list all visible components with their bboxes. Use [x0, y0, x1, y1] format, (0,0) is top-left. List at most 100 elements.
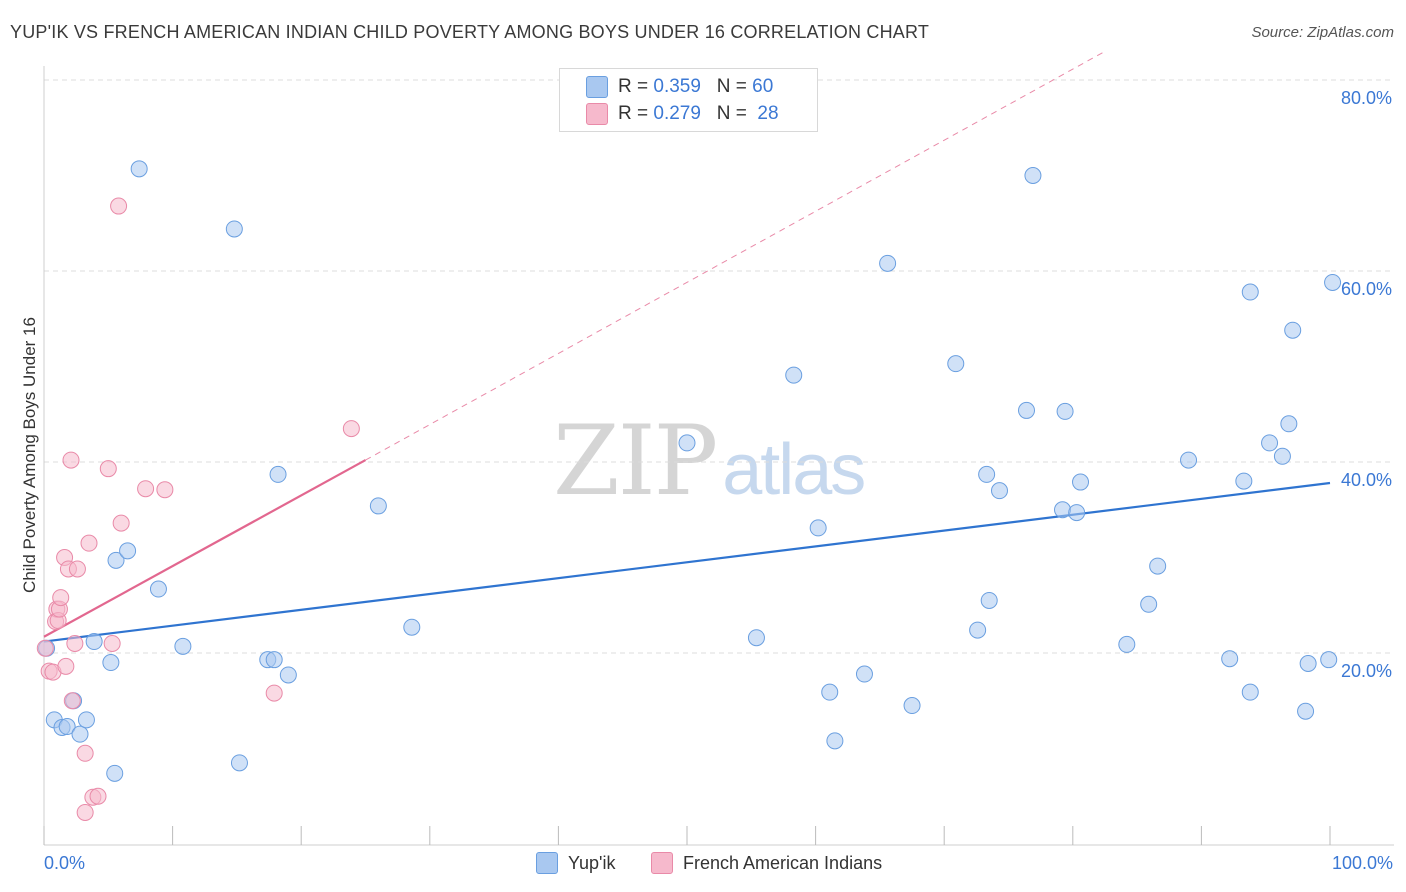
y-tick-label: 60.0% [1341, 279, 1392, 299]
point-yupik [77, 711, 95, 729]
x-tick-label: 0.0% [44, 853, 85, 873]
point-yupik [149, 580, 167, 598]
point-yupik [1118, 635, 1136, 653]
point-yupik [1024, 167, 1042, 184]
point-yupik [1324, 273, 1342, 291]
point-yupik [678, 434, 696, 452]
point-french-american-indians [57, 657, 75, 675]
point-yupik [747, 629, 765, 647]
point-yupik [1320, 651, 1338, 669]
point-french-american-indians [63, 692, 81, 710]
legend-swatch-french-american-indians [586, 103, 608, 125]
point-french-american-indians [103, 634, 121, 652]
point-yupik [1140, 595, 1158, 613]
point-yupik [106, 764, 124, 782]
point-french-american-indians [68, 560, 86, 578]
legend-n-label: N = [716, 103, 753, 124]
point-yupik [1273, 447, 1291, 465]
point-yupik [102, 654, 120, 672]
legend-swatch-yupik [586, 76, 608, 98]
y-tick-label: 20.0% [1341, 661, 1392, 681]
point-yupik [1280, 415, 1298, 433]
point-yupik [1068, 504, 1086, 522]
point-yupik [369, 497, 387, 515]
point-yupik [809, 519, 827, 537]
point-yupik [1299, 655, 1317, 673]
point-yupik [826, 732, 844, 750]
point-french-american-indians [137, 480, 155, 498]
source-attribution: Source: ZipAtlas.com [1251, 24, 1394, 41]
point-yupik [1056, 402, 1074, 420]
trend-line-french-american-indians-extension [365, 50, 1106, 461]
legend-n-label: N = [716, 76, 753, 97]
point-french-american-indians [62, 451, 80, 469]
point-yupik [71, 725, 89, 743]
point-french-american-indians [36, 639, 54, 657]
point-yupik [785, 366, 803, 384]
legend-item-yupik: Yup'ik [536, 852, 615, 874]
point-yupik [1072, 473, 1090, 491]
point-french-american-indians [265, 684, 283, 702]
watermark-zip: ZIP [553, 405, 718, 517]
legend-n-value: 28 [757, 103, 779, 124]
legend-label-french-american-indians: French American Indians [683, 852, 883, 873]
y-tick-label: 80.0% [1341, 88, 1392, 108]
y-tick-label: 40.0% [1341, 470, 1392, 490]
point-yupik [107, 551, 125, 569]
series-legend: Yup'ik French American Indians [0, 852, 1406, 878]
correlation-legend: R = 0.359 N = 60 R = 0.279 N = 28 [559, 68, 818, 132]
point-yupik [58, 718, 76, 736]
point-yupik [174, 637, 192, 655]
trend-lines [43, 50, 1331, 643]
point-yupik [1261, 434, 1279, 452]
watermark-atlas: atlas [722, 430, 866, 510]
watermark: ZIPatlas [553, 405, 866, 517]
axes [43, 66, 1394, 846]
point-yupik [269, 465, 287, 483]
point-french-american-indians [76, 803, 94, 821]
point-yupik [85, 633, 103, 651]
point-yupik [947, 355, 965, 373]
point-yupik [978, 465, 996, 483]
point-yupik [1149, 557, 1167, 575]
gridlines [44, 79, 1394, 654]
legend-r-label: R = [618, 76, 654, 97]
point-yupik [903, 697, 921, 715]
point-yupik [230, 754, 248, 772]
point-yupik [821, 683, 839, 701]
point-french-american-indians [52, 589, 70, 607]
legend-stats-french-american-indians: R = 0.279 N = 28 [618, 103, 779, 125]
point-yupik [225, 220, 243, 238]
legend-label-yupik: Yup'ik [568, 852, 616, 873]
legend-n-value: 60 [752, 76, 774, 97]
point-yupik [1241, 683, 1259, 701]
legend-r-value: 0.279 [653, 103, 701, 124]
legend-r-value: 0.359 [653, 76, 701, 97]
point-yupik [1284, 321, 1302, 339]
legend-item-french-american-indians: French American Indians [651, 852, 882, 874]
tick-labels: 20.0% 40.0% 60.0% 80.0% 0.0% 100.0% [44, 88, 1393, 873]
point-french-american-indians [66, 634, 84, 652]
legend-swatch-yupik [536, 852, 558, 874]
point-yupik [1018, 401, 1036, 419]
point-yupik [130, 160, 148, 178]
point-yupik [1235, 472, 1253, 490]
point-yupik [119, 542, 137, 560]
point-french-american-indians [89, 787, 107, 805]
data-points [36, 160, 1342, 821]
point-yupik [1180, 451, 1198, 469]
trend-line-yupik [43, 481, 1331, 643]
point-french-american-indians [110, 197, 128, 215]
chart-title: YUP'IK VS FRENCH AMERICAN INDIAN CHILD P… [10, 22, 930, 42]
point-yupik [855, 665, 873, 683]
legend-r-label: R = [618, 103, 654, 124]
point-french-american-indians [80, 534, 98, 552]
point-yupik [1221, 650, 1239, 668]
point-yupik [279, 666, 297, 684]
point-yupik [1054, 501, 1072, 519]
point-french-american-indians [156, 481, 174, 499]
point-french-american-indians [342, 420, 360, 438]
legend-stats-yupik: R = 0.359 N = 60 [618, 76, 773, 98]
point-yupik [969, 621, 987, 639]
